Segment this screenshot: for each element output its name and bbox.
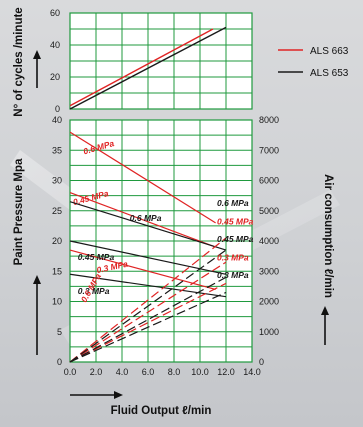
air-axis-arrow-icon-head [321,306,329,315]
air-y-tick-label: 6000 [259,176,279,186]
x-tick-label: 2.0 [90,367,103,377]
pressure-panel: 0 5 10 15 20 25 30 35 40 0 1000 2000 3000 4000 5000 600… [52,115,279,377]
pressure-axis-arrow-icon-head [33,275,41,284]
cycles-panel: 0 20 40 60 [50,8,253,114]
air-y-tick-label: 4000 [259,236,279,246]
air-y-axis-title: Air consumption ℓ/min [322,174,334,298]
pressure-curve [69,273,227,298]
x-tick-label: 10.0 [191,367,209,377]
pressure-y-tick-label: 35 [52,145,62,155]
curve-end-label: 0.3 MPa [217,252,249,262]
pressure-y-tick-label: 30 [52,176,62,186]
pressure-curve-label: 0.6 MPa [130,213,162,223]
x-tick-label: 6.0 [142,367,155,377]
pressure-y-tick-label: 20 [52,236,62,246]
air-curve [69,261,227,363]
pressure-curve [69,131,216,224]
air-curve [69,237,227,363]
cycles-axis-arrow-icon-head [33,50,41,59]
axis-titles: N° of cycles /minute Paint Pressure Mpa Ai… [13,7,334,417]
legend-label: ALS 663 [310,46,349,57]
cycles-y-axis-title: N° of cycles /minute [13,7,25,116]
pressure-curve-label: 0.45 MPa [78,252,115,262]
air-y-tick-label: 7000 [259,145,279,155]
x-tick-label: 8.0 [168,367,181,377]
cycles-series-line [69,28,214,107]
legend-label: ALS 653 [310,68,349,79]
curve-end-label: 0.45 MPa [217,217,254,227]
x-tick-label: 0.0 [64,367,77,377]
cycles-y-tick-label: 40 [50,40,60,50]
pressure-curve [69,192,216,248]
pressure-y-tick-label: 40 [52,115,62,125]
pressure-curve [69,249,216,290]
air-y-tick-label: 8000 [259,115,279,125]
pressure-curve [69,201,227,251]
x-tick-label: 14.0 [243,367,261,377]
air-curve [69,276,227,363]
air-curve [69,249,227,363]
x-tick-label: 4.0 [116,367,129,377]
legend: ALS 663 ALS 653 [278,46,349,79]
air-y-tick-label: 0 [259,357,264,367]
cycles-y-tick-label: 20 [50,72,60,82]
pressure-y-tick-label: 25 [52,206,62,216]
pressure-y-tick-label: 10 [52,297,62,307]
cycles-series-line [69,26,227,110]
pressure-y-tick-label: 0 [57,357,62,367]
air-y-tick-label: 5000 [259,206,279,216]
curve-end-label: 0.45 MPa [217,234,254,244]
pressure-y-tick-label: 5 [57,327,62,337]
air-y-tick-label: 2000 [259,297,279,307]
air-curve [69,282,227,363]
pressure-y-axis-title: Paint Pressure Mpa [13,158,25,265]
x-axis-title: Fluid Output ℓ/min [111,405,212,417]
air-curve [69,291,227,363]
air-y-tick-label: 3000 [259,266,279,276]
pressure-y-tick-label: 15 [52,266,62,276]
curve-end-label: 0.6 MPa [217,198,249,208]
cycles-y-tick-label: 60 [50,8,60,18]
x-axis-arrow-icon-head [114,391,123,399]
curve-end-label: 0.3 MPa [217,270,249,280]
x-tick-label: 12.0 [217,367,235,377]
pressure-curve-label: 0.3 MPa [78,286,110,296]
air-y-tick-label: 1000 [259,327,279,337]
cycles-y-tick-label: 0 [55,104,60,114]
